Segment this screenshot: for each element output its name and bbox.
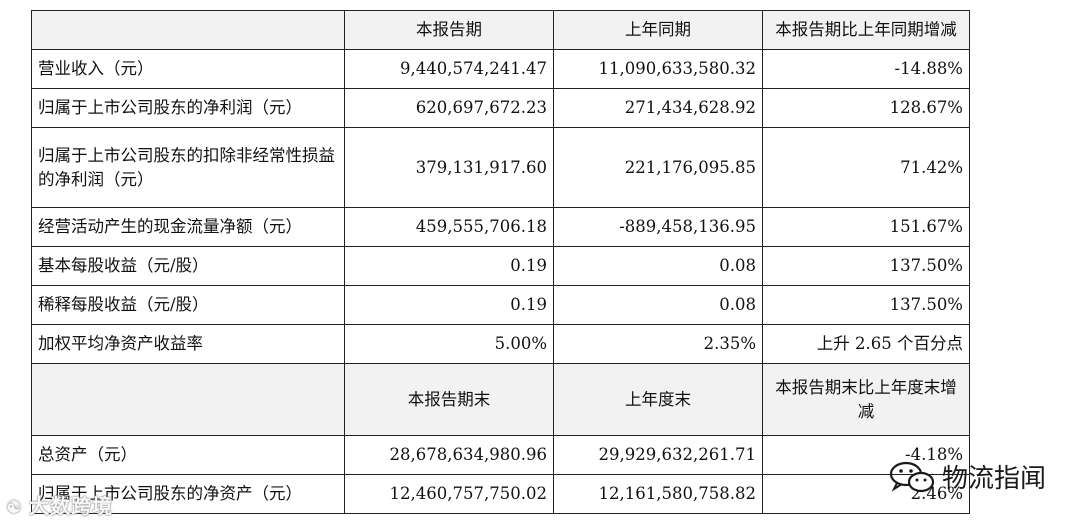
row-label: 加权平均净资产收益率 (31, 324, 345, 364)
row-label: 基本每股收益（元/股） (31, 246, 345, 286)
watermark-right-text: 物流指闻 (942, 464, 1047, 494)
table-row: 稀释每股收益（元/股） 0.19 0.08 137.50% (31, 285, 970, 325)
row-value-current: 620,697,672.23 (344, 88, 554, 128)
row-value-prior: -889,458,136.95 (553, 207, 763, 247)
header-prior-year-period: 上年同期 (553, 10, 763, 50)
row-value-prior: 2.35% (553, 324, 763, 364)
row-value-change: 2.46% (762, 474, 970, 514)
table-row: 归属于上市公司股东的净资产（元） 12,460,757,750.02 12,16… (31, 474, 970, 514)
row-label: 稀释每股收益（元/股） (31, 285, 345, 325)
subheader-blank-cell (31, 363, 345, 436)
header-year-end-change: 本报告期末比上年度末增减 (762, 363, 970, 436)
row-value-change: 137.50% (762, 246, 970, 286)
row-value-change: 151.67% (762, 207, 970, 247)
row-value-current: 12,460,757,750.02 (344, 474, 554, 514)
row-value-current: 28,678,634,980.96 (344, 435, 554, 475)
row-value-change: 137.50% (762, 285, 970, 325)
header-period-end: 本报告期末 (344, 363, 554, 436)
row-value-prior: 221,176,095.85 (553, 127, 763, 208)
row-value-prior: 29,929,632,261.71 (553, 435, 763, 475)
table-subheader-row: 本报告期末 上年度末 本报告期末比上年度末增减 (31, 363, 970, 436)
row-label: 归属于上市公司股东的净利润（元） (31, 88, 345, 128)
row-value-prior: 12,161,580,758.82 (553, 474, 763, 514)
table-header-row: 本报告期 上年同期 本报告期比上年同期增减 (31, 10, 970, 50)
row-value-change: 128.67% (762, 88, 970, 128)
row-label: 营业收入（元） (31, 49, 345, 89)
row-value-current: 5.00% (344, 324, 554, 364)
row-label: 归属于上市公司股东的扣除非经常性损益的净利润（元） (31, 127, 345, 208)
row-value-change: 71.42% (762, 127, 970, 208)
row-value-prior: 0.08 (553, 246, 763, 286)
row-value-current: 0.19 (344, 246, 554, 286)
header-current-period: 本报告期 (344, 10, 554, 50)
table-row: 基本每股收益（元/股） 0.19 0.08 137.50% (31, 246, 970, 286)
row-value-current: 459,555,706.18 (344, 207, 554, 247)
row-value-current: 9,440,574,241.47 (344, 49, 554, 89)
row-value-change: 上升 2.65 个百分点 (762, 324, 970, 364)
row-label: 归属于上市公司股东的净资产（元） (31, 474, 345, 514)
watermark-left-text: 大数跨境 (29, 494, 114, 518)
table-row: 归属于上市公司股东的扣除非经常性损益的净利润（元） 379,131,917.60… (31, 127, 970, 208)
watermark-logo-icon: ☯ (6, 497, 24, 518)
row-value-current: 0.19 (344, 285, 554, 325)
header-prior-year-end: 上年度末 (553, 363, 763, 436)
table-row: 加权平均净资产收益率 5.00% 2.35% 上升 2.65 个百分点 (31, 324, 970, 364)
row-value-prior: 11,090,633,580.32 (553, 49, 763, 89)
row-value-prior: 271,434,628.92 (553, 88, 763, 128)
header-blank-cell (31, 10, 345, 50)
row-value-current: 379,131,917.60 (344, 127, 554, 208)
wechat-icon (889, 461, 935, 492)
watermark-right: 物流指闻 (888, 458, 1046, 495)
row-value-prior: 0.08 (553, 285, 763, 325)
header-period-change: 本报告期比上年同期增减 (762, 10, 970, 50)
watermark-left: ☯ 大数跨境 (6, 490, 113, 519)
table-row: 营业收入（元） 9,440,574,241.47 11,090,633,580.… (31, 49, 970, 89)
row-label: 经营活动产生的现金流量净额（元） (31, 207, 345, 247)
table-row: 归属于上市公司股东的净利润（元） 620,697,672.23 271,434,… (31, 88, 970, 128)
row-value-change: -14.88% (762, 49, 970, 89)
table-row: 总资产（元） 28,678,634,980.96 29,929,632,261.… (31, 435, 970, 475)
row-label: 总资产（元） (31, 435, 345, 475)
row-value-change: -4.18% (762, 435, 970, 475)
table-row: 经营活动产生的现金流量净额（元） 459,555,706.18 -889,458… (31, 207, 970, 247)
financial-summary-table: 本报告期 上年同期 本报告期比上年同期增减 营业收入（元） 9,440,574,… (31, 10, 970, 514)
